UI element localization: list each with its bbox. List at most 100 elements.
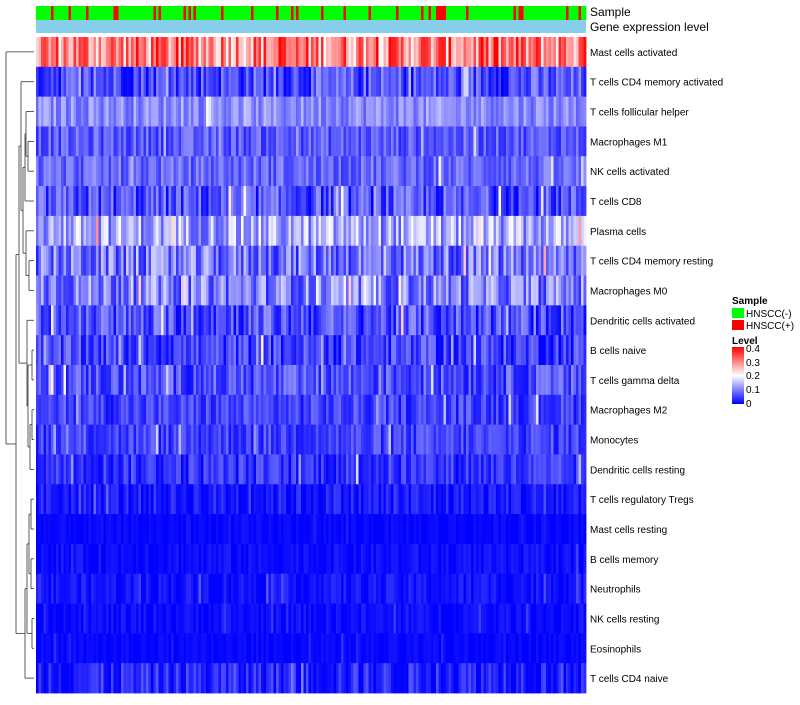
heatmap-cell bbox=[351, 454, 354, 484]
sample-annotation-cell bbox=[501, 6, 504, 20]
heatmap-cell bbox=[569, 156, 572, 186]
heatmap-cell bbox=[441, 604, 444, 634]
heatmap-cell bbox=[266, 604, 269, 634]
heatmap-cell bbox=[346, 454, 349, 484]
heatmap-cell bbox=[509, 484, 512, 514]
heatmap-cell bbox=[509, 514, 512, 544]
heatmap-cell bbox=[219, 484, 222, 514]
sample-annotation-cell bbox=[249, 6, 252, 20]
heatmap-cell bbox=[524, 365, 527, 395]
heatmap-cell bbox=[424, 544, 427, 574]
heatmap-cell bbox=[219, 633, 222, 663]
heatmap-cell bbox=[236, 67, 239, 97]
heatmap-cell bbox=[421, 216, 424, 246]
heatmap-cell bbox=[39, 604, 42, 634]
heatmap-cell bbox=[254, 454, 257, 484]
heatmap-cell bbox=[459, 305, 462, 335]
heatmap-cell bbox=[509, 365, 512, 395]
heatmap-cell bbox=[179, 305, 182, 335]
heatmap-cell bbox=[386, 604, 389, 634]
heatmap-cell bbox=[319, 97, 322, 127]
heatmap-cell bbox=[479, 425, 482, 455]
heatmap-cell bbox=[454, 186, 457, 216]
heatmap-cell bbox=[171, 246, 174, 276]
heatmap-cell bbox=[516, 97, 519, 127]
heatmap-cell bbox=[326, 335, 329, 365]
heatmap-cell bbox=[164, 216, 167, 246]
heatmap-cell bbox=[409, 544, 412, 574]
heatmap-cell bbox=[506, 633, 509, 663]
heatmap-cell bbox=[369, 246, 372, 276]
heatmap-cell bbox=[89, 186, 92, 216]
heatmap-cell bbox=[46, 425, 49, 455]
heatmap-cell bbox=[156, 335, 159, 365]
heatmap-cell bbox=[299, 604, 302, 634]
heatmap-cell bbox=[84, 37, 87, 67]
heatmap-cell bbox=[471, 544, 474, 574]
heatmap-cell bbox=[219, 156, 222, 186]
heatmap-cell bbox=[161, 216, 164, 246]
heatmap-cell bbox=[321, 276, 324, 306]
heatmap-cell bbox=[529, 276, 532, 306]
heatmap-cell bbox=[236, 544, 239, 574]
heatmap-cell bbox=[84, 126, 87, 156]
heatmap-cell bbox=[574, 156, 577, 186]
heatmap-cell bbox=[466, 156, 469, 186]
heatmap-cell bbox=[121, 663, 124, 693]
heatmap-cell bbox=[289, 246, 292, 276]
heatmap-cell bbox=[321, 425, 324, 455]
heatmap-cell bbox=[429, 454, 432, 484]
heatmap-cell bbox=[489, 246, 492, 276]
sample-annotation-cell bbox=[419, 6, 422, 20]
heatmap-cell bbox=[484, 454, 487, 484]
heatmap-cell bbox=[269, 156, 272, 186]
heatmap-cell bbox=[71, 276, 74, 306]
heatmap-cell bbox=[196, 514, 199, 544]
heatmap-cell bbox=[481, 276, 484, 306]
heatmap-cell bbox=[339, 514, 342, 544]
heatmap-cell bbox=[394, 276, 397, 306]
sample-annotation-cell bbox=[571, 6, 574, 20]
heatmap-cell bbox=[521, 425, 524, 455]
heatmap-cell bbox=[439, 514, 442, 544]
heatmap-cell bbox=[156, 186, 159, 216]
heatmap-cell bbox=[196, 454, 199, 484]
heatmap-cell bbox=[169, 67, 172, 97]
heatmap-cell bbox=[386, 365, 389, 395]
heatmap-cell bbox=[526, 604, 529, 634]
sample-annotation-cell bbox=[406, 6, 409, 20]
heatmap-cell bbox=[199, 454, 202, 484]
heatmap-cell bbox=[551, 633, 554, 663]
heatmap-cell bbox=[559, 335, 562, 365]
heatmap-cell bbox=[346, 156, 349, 186]
sample-annotation-cell bbox=[281, 6, 284, 20]
heatmap-cell bbox=[451, 335, 454, 365]
sample-annotation-cell bbox=[189, 6, 192, 20]
heatmap-cell bbox=[89, 97, 92, 127]
heatmap-cell bbox=[574, 305, 577, 335]
heatmap-cell bbox=[74, 186, 77, 216]
heatmap-cell bbox=[56, 544, 59, 574]
heatmap-cell bbox=[461, 544, 464, 574]
heatmap-cell bbox=[136, 633, 139, 663]
heatmap-cell bbox=[424, 633, 427, 663]
heatmap-cell bbox=[376, 305, 379, 335]
heatmap-cell bbox=[556, 425, 559, 455]
heatmap-cell bbox=[544, 395, 547, 425]
heatmap-cell bbox=[291, 633, 294, 663]
heatmap-cell bbox=[256, 246, 259, 276]
sample-annotation-cell bbox=[124, 6, 127, 20]
sample-annotation-cell bbox=[581, 6, 584, 20]
heatmap-cell bbox=[79, 425, 82, 455]
heatmap-cell bbox=[246, 365, 249, 395]
heatmap-cell bbox=[204, 156, 207, 186]
heatmap-cell bbox=[96, 335, 99, 365]
heatmap-cell bbox=[261, 186, 264, 216]
heatmap-cell bbox=[286, 246, 289, 276]
heatmap-cell bbox=[66, 484, 69, 514]
heatmap-cell bbox=[404, 37, 407, 67]
heatmap-cell bbox=[106, 514, 109, 544]
heatmap-cell bbox=[151, 395, 154, 425]
heatmap-cell bbox=[539, 544, 542, 574]
heatmap-cell bbox=[81, 126, 84, 156]
